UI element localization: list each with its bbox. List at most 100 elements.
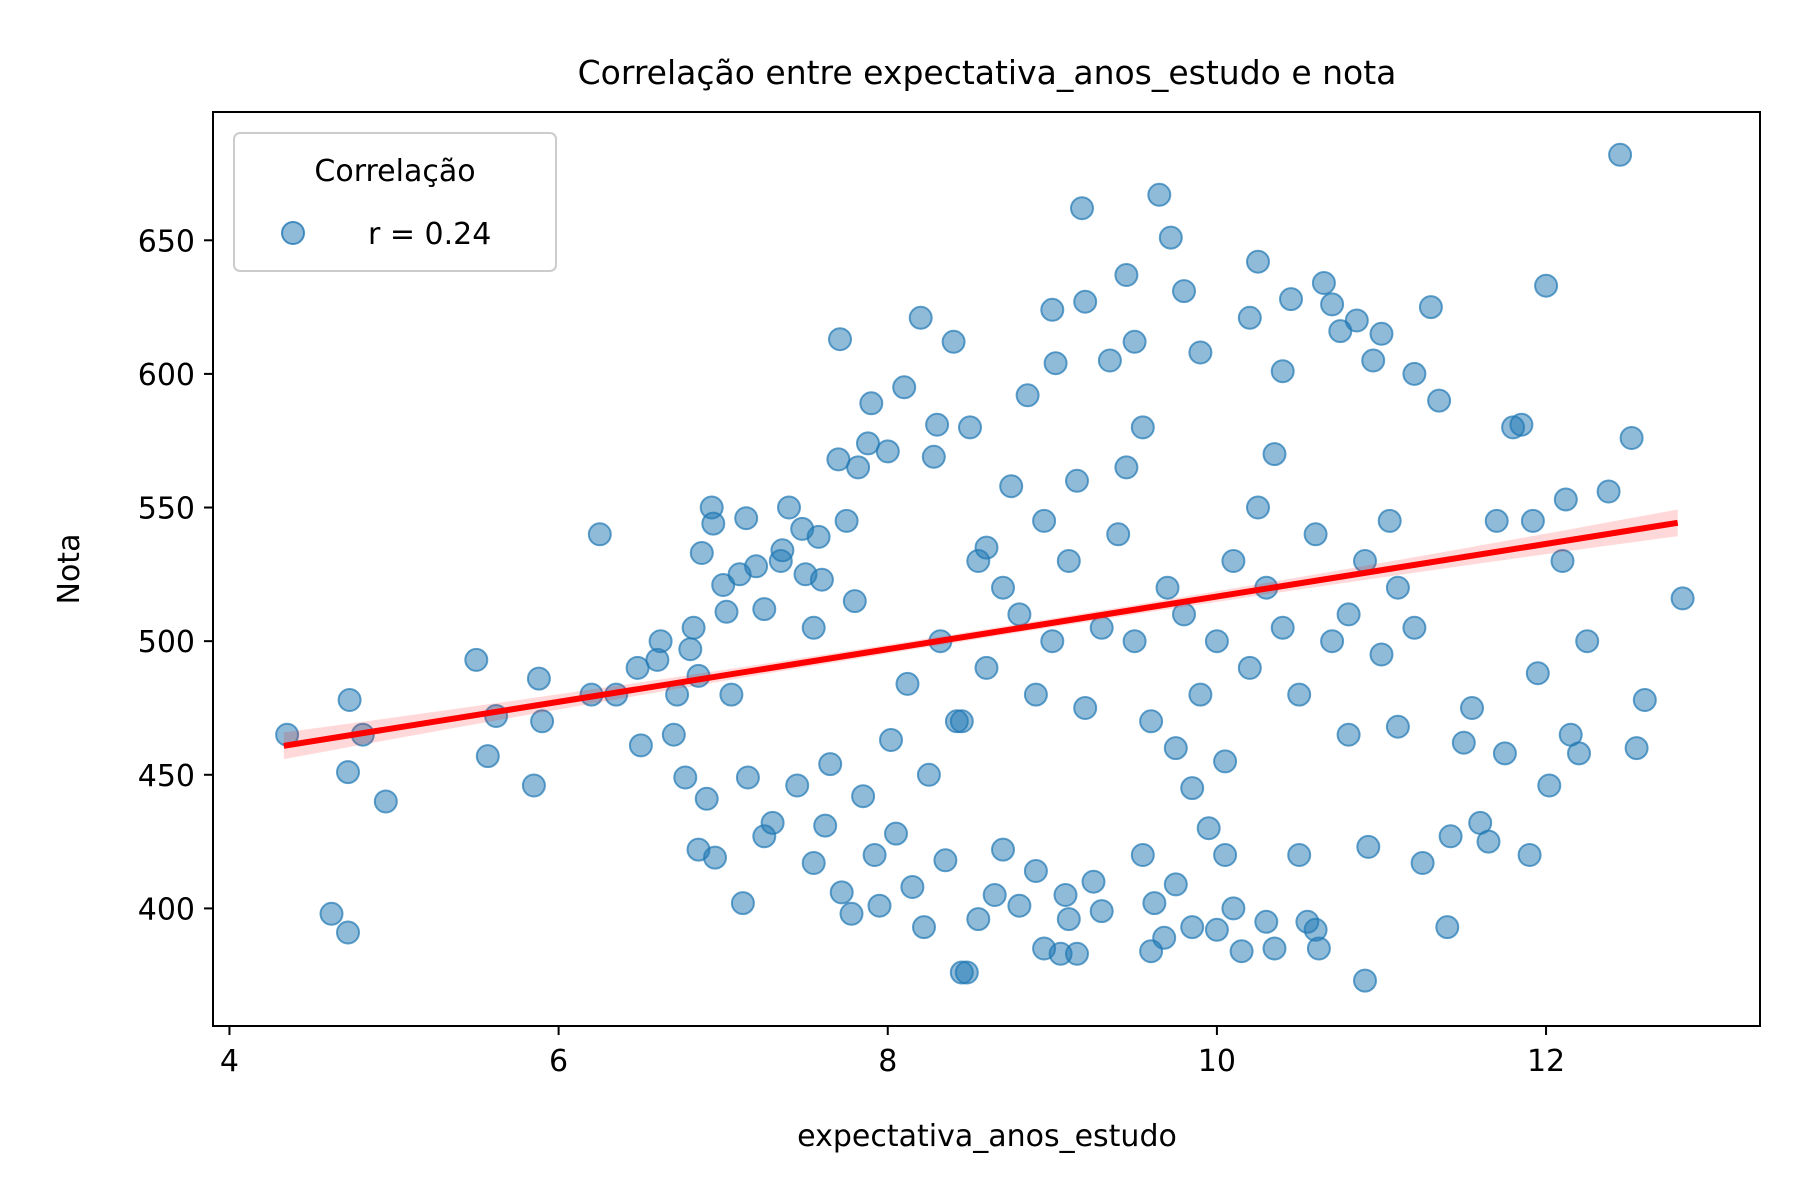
plot-frame bbox=[212, 111, 1761, 1027]
scatter-point bbox=[1410, 851, 1435, 875]
scatter-point bbox=[1270, 615, 1295, 640]
scatter-point bbox=[974, 655, 999, 680]
scatter-point bbox=[1065, 941, 1089, 966]
scatter-point bbox=[673, 765, 698, 790]
scatter-point bbox=[1520, 508, 1545, 533]
scatter-point bbox=[1262, 442, 1287, 467]
scatter-point bbox=[1575, 629, 1600, 654]
chart-title: Correlação entre expectativa_anos_estudo… bbox=[578, 53, 1397, 92]
scatter-point bbox=[1158, 225, 1183, 250]
scatter-point bbox=[1122, 329, 1147, 354]
scatter-point bbox=[628, 733, 653, 758]
scatter-point bbox=[1287, 843, 1312, 867]
scatter-point bbox=[1377, 508, 1402, 533]
scatter-point bbox=[1163, 872, 1188, 897]
scatter-point bbox=[991, 575, 1015, 600]
scatter-point bbox=[1460, 696, 1484, 720]
scatter-point bbox=[982, 883, 1007, 907]
scatter-point bbox=[1147, 182, 1172, 207]
scatter-point bbox=[925, 412, 950, 437]
scatter-points bbox=[275, 142, 1695, 993]
scatter-point bbox=[648, 629, 673, 654]
scatter-point bbox=[826, 447, 851, 472]
scatter-point bbox=[921, 444, 946, 469]
scatter-point bbox=[806, 524, 831, 549]
scatter-point bbox=[689, 541, 714, 565]
scatter-point bbox=[336, 920, 360, 945]
scatter-point bbox=[895, 671, 920, 696]
scatter-point bbox=[1484, 508, 1509, 533]
scatter-point bbox=[1097, 348, 1122, 373]
scatter-point bbox=[1032, 508, 1057, 533]
x-tick-label: 6 bbox=[549, 1044, 568, 1079]
scatter-point bbox=[1015, 383, 1040, 408]
scatter-point bbox=[1279, 287, 1303, 312]
scatter-point bbox=[941, 329, 966, 354]
scatter-point bbox=[1056, 549, 1081, 573]
scatter-point bbox=[1320, 629, 1345, 654]
scatter-point bbox=[530, 709, 555, 734]
scatter-point bbox=[1306, 936, 1331, 961]
scatter-point bbox=[1402, 615, 1427, 640]
y-tick-label: 500 bbox=[138, 625, 195, 660]
scatter-point bbox=[1130, 415, 1155, 440]
legend: Correlação r = 0.24 bbox=[233, 132, 557, 272]
scatter-point bbox=[1254, 909, 1279, 934]
scatter-point bbox=[1221, 549, 1246, 573]
scatter-point bbox=[1237, 655, 1262, 680]
scatter-point bbox=[464, 647, 489, 672]
x-axis-label: expectativa_anos_estudo bbox=[797, 1119, 1177, 1154]
scatter-point bbox=[875, 439, 900, 464]
scatter-point bbox=[1517, 843, 1542, 867]
scatter-point bbox=[1509, 412, 1534, 437]
scatter-point bbox=[809, 567, 834, 592]
scatter-point bbox=[1344, 308, 1369, 333]
scatter-point bbox=[839, 901, 864, 926]
scatter-point bbox=[1525, 661, 1550, 686]
scatter-point bbox=[1385, 714, 1410, 739]
scatter-point bbox=[1114, 263, 1139, 287]
scatter-point bbox=[1081, 869, 1106, 894]
scatter-point bbox=[337, 688, 362, 712]
scatter-point bbox=[1188, 682, 1213, 707]
scatter-point bbox=[1567, 741, 1591, 766]
scatter-point bbox=[1163, 736, 1188, 761]
scatter-point bbox=[1204, 917, 1229, 942]
scatter-point bbox=[1213, 749, 1238, 774]
scatter-point bbox=[1670, 586, 1695, 611]
scatter-point bbox=[319, 901, 344, 926]
scatter-point bbox=[916, 762, 941, 787]
scatter-point bbox=[862, 843, 887, 867]
scatter-point bbox=[856, 431, 880, 456]
scatter-point bbox=[991, 837, 1015, 862]
scatter-point bbox=[1361, 348, 1386, 373]
scatter-point bbox=[1418, 295, 1443, 320]
scatter-point bbox=[884, 821, 908, 846]
scatter-point bbox=[1053, 883, 1078, 907]
scatter-point bbox=[1596, 479, 1621, 504]
scatter-point bbox=[373, 789, 398, 814]
scatter-point bbox=[1122, 629, 1147, 654]
scatter-point bbox=[1065, 468, 1089, 493]
scatter-point bbox=[879, 728, 903, 752]
scatter-point bbox=[1180, 915, 1205, 940]
scatter-point bbox=[834, 508, 859, 533]
scatter-point bbox=[1172, 279, 1196, 304]
scatter-point bbox=[1155, 575, 1180, 600]
scatter-point bbox=[1196, 816, 1221, 841]
scatter-point bbox=[521, 773, 546, 798]
scatter-point bbox=[678, 637, 703, 662]
scatter-point bbox=[694, 786, 719, 811]
scatter-point bbox=[1435, 915, 1460, 940]
scatter-point bbox=[760, 810, 785, 835]
scatter-point bbox=[625, 655, 650, 680]
scatter-point bbox=[1139, 709, 1164, 734]
scatter-point bbox=[734, 506, 759, 531]
scatter-point bbox=[1089, 899, 1114, 924]
scatter-point bbox=[1073, 696, 1098, 720]
scatter-point bbox=[867, 893, 892, 918]
scatter-point bbox=[1624, 736, 1649, 761]
y-tick-label: 600 bbox=[138, 358, 195, 393]
scatter-point bbox=[1237, 305, 1262, 330]
